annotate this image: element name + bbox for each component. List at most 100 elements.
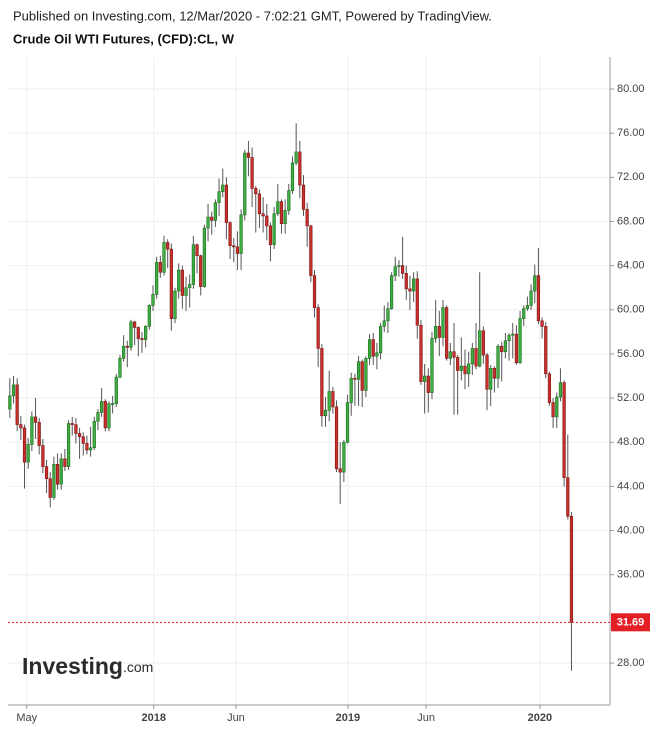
x-tick-label: Jun (227, 712, 245, 724)
candle-body (323, 409, 328, 417)
candle-body (536, 275, 541, 322)
candle-body (195, 244, 199, 257)
candle-body (375, 352, 379, 357)
candle-body (147, 305, 151, 327)
candle-body (503, 340, 507, 353)
candle-body (276, 201, 280, 215)
candle-body (533, 275, 537, 292)
candle-body (301, 184, 306, 210)
candle-body (217, 191, 221, 204)
candle-body (478, 330, 482, 367)
candle-body (166, 242, 170, 250)
candle-body (445, 307, 449, 359)
candle-body (41, 445, 45, 467)
candle-body (107, 403, 111, 429)
candle-body (188, 284, 192, 289)
candle-body (19, 424, 23, 429)
candle-body (500, 345, 504, 353)
candle-body (412, 278, 416, 292)
y-tick-label: 40.00 (617, 524, 645, 536)
y-tick-label: 76.00 (617, 127, 645, 139)
candle-body (11, 384, 16, 397)
candle-body (254, 188, 258, 195)
candle-body (474, 348, 478, 367)
candle-body (434, 326, 438, 339)
candle-body (492, 368, 496, 379)
candle-body (33, 416, 38, 423)
candle-body (514, 333, 518, 364)
candle-body (437, 326, 441, 338)
candle-body (419, 324, 423, 382)
candle-body (294, 151, 298, 164)
x-tick-label: 2019 (336, 712, 360, 724)
candle-body (118, 358, 122, 378)
candle-body (426, 375, 430, 393)
candle-body (243, 152, 247, 216)
candle-body (221, 184, 225, 192)
watermark: Investing.com (22, 653, 153, 679)
candle-body (151, 294, 155, 306)
candle-body (334, 406, 339, 470)
candle-body (566, 477, 570, 517)
candle-body (44, 466, 49, 479)
y-tick-label: 60.00 (617, 304, 645, 316)
candle-body (404, 273, 408, 290)
x-tick-label: May (16, 712, 37, 724)
candle-body (540, 320, 544, 327)
candle-body (213, 202, 217, 221)
candle-body (114, 376, 118, 404)
candle-body (529, 290, 533, 306)
candle-body (272, 213, 276, 245)
candle-body (382, 320, 386, 327)
x-tick-label: 2018 (141, 712, 165, 724)
candle-body (456, 356, 460, 371)
candle-body (184, 287, 188, 296)
candle-body (191, 244, 195, 285)
x-tick-label: 2020 (528, 712, 552, 724)
candle-body (92, 420, 96, 449)
candle-body (356, 361, 361, 380)
candle-body (96, 412, 100, 422)
y-tick-label: 72.00 (617, 171, 645, 183)
candle-body (85, 443, 89, 451)
candle-body (257, 193, 262, 215)
candle-body (423, 375, 427, 382)
candle-body (371, 339, 375, 357)
candle-body (133, 321, 137, 328)
candle-body (430, 338, 434, 393)
candle-body (232, 245, 236, 248)
y-tick-label: 28.00 (617, 657, 645, 669)
candle-body (88, 447, 93, 451)
candle-body (353, 377, 357, 380)
candle-body (202, 227, 206, 287)
candle-body (309, 225, 313, 276)
candle-body (290, 162, 295, 191)
candle-body (125, 345, 129, 348)
candle-body (8, 395, 12, 410)
candle-body (459, 365, 463, 371)
candle-body (489, 368, 493, 390)
candle-body (210, 216, 214, 221)
candle-body (312, 275, 317, 308)
candle-body (52, 464, 56, 498)
candle-body (180, 269, 184, 296)
candle-body (70, 423, 74, 425)
candle-body (401, 265, 405, 274)
candle-body (569, 515, 574, 623)
candle-body (452, 351, 456, 358)
candle-body (349, 377, 353, 403)
candle-body (511, 333, 515, 336)
candle-body (441, 307, 445, 338)
candle-body (496, 345, 500, 379)
candle-body (331, 391, 335, 408)
candle-body (525, 305, 530, 309)
candle-body (316, 307, 320, 349)
y-tick-label: 68.00 (617, 215, 645, 227)
candle-body (342, 441, 346, 473)
y-tick-label: 36.00 (617, 569, 645, 581)
candle-body (360, 361, 364, 391)
candle-body (199, 255, 203, 287)
candle-body (467, 363, 471, 375)
